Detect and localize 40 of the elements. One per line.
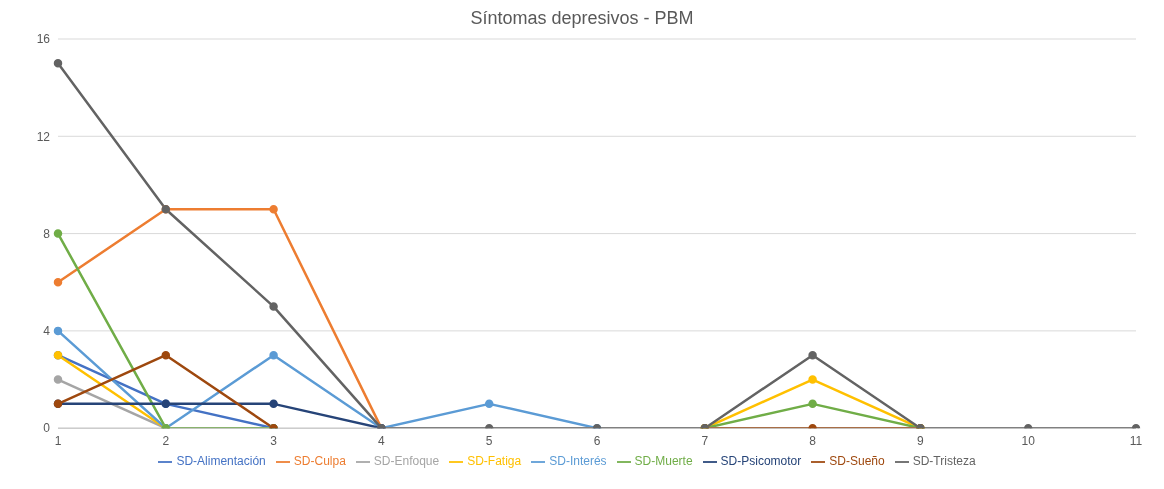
point bbox=[53, 229, 63, 238]
x-tick-label: 4 bbox=[378, 433, 386, 448]
point bbox=[53, 375, 63, 384]
x-tick-label: 6 bbox=[593, 433, 601, 448]
legend-label: SD-Culpa bbox=[293, 454, 346, 469]
chart-title: Síntomas depresivos - PBM bbox=[469, 8, 695, 29]
x-tick-label: 2 bbox=[162, 433, 170, 448]
legend-label: SD-Muerte bbox=[634, 454, 693, 469]
legend-label: SD-Sueño bbox=[829, 454, 885, 469]
point bbox=[808, 375, 817, 384]
legend-label: SD-Tristeza bbox=[912, 454, 976, 469]
x-tick-label: 3 bbox=[270, 433, 278, 448]
point bbox=[808, 399, 817, 409]
point bbox=[484, 399, 494, 409]
x-tick-label: 1 bbox=[54, 433, 62, 448]
legend-label: SD-Psicomotor bbox=[720, 454, 802, 469]
point bbox=[269, 205, 278, 214]
legend-label: SD-Enfoque bbox=[373, 454, 440, 469]
point bbox=[161, 350, 171, 360]
legend-label: SD-Interés bbox=[549, 454, 607, 469]
point bbox=[269, 302, 278, 311]
x-tick-label: 9 bbox=[917, 433, 925, 448]
x-tick-label: 10 bbox=[1021, 433, 1036, 448]
point bbox=[808, 350, 817, 360]
x-tick-label: 5 bbox=[485, 433, 493, 448]
point bbox=[53, 59, 63, 68]
y-tick-label: 16 bbox=[36, 32, 51, 47]
point bbox=[269, 350, 278, 360]
x-tick-label: 8 bbox=[809, 433, 817, 448]
point bbox=[269, 399, 278, 409]
point bbox=[53, 326, 63, 336]
y-tick-label: 0 bbox=[43, 421, 51, 436]
x-tick-label: 11 bbox=[1129, 433, 1143, 448]
legend-label: SD-Alimentación bbox=[176, 454, 266, 469]
y-tick-label: 8 bbox=[43, 226, 51, 241]
y-tick-label: 4 bbox=[43, 324, 51, 339]
y-tick-label: 12 bbox=[36, 129, 51, 144]
point bbox=[53, 277, 63, 287]
x-tick-label: 7 bbox=[701, 433, 709, 448]
legend-label: SD-Fatiga bbox=[467, 454, 522, 469]
